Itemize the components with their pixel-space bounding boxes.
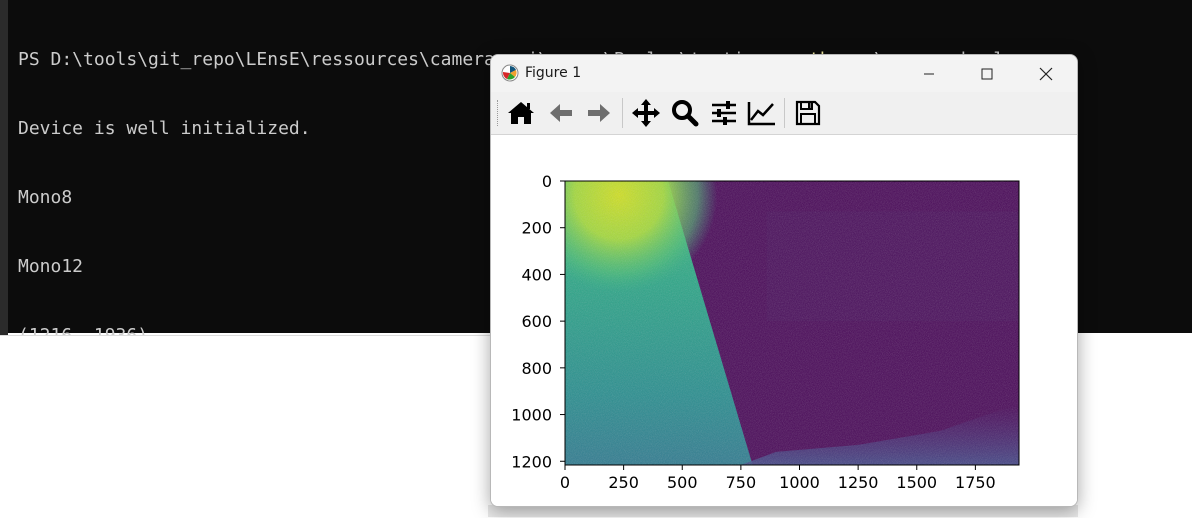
figure-canvas[interactable]: 0 250 500 750 1000 1250 1500 1750 0 200 400 600 800…	[491, 135, 1077, 506]
background-window-left	[0, 335, 490, 518]
minimize-button[interactable]	[900, 55, 958, 92]
y-tick-label: 1000	[511, 406, 552, 425]
navigation-toolbar	[491, 92, 1077, 135]
close-icon	[1039, 67, 1053, 81]
x-tick-label: 500	[667, 473, 698, 492]
home-button[interactable]	[504, 97, 538, 129]
pan-move-icon	[631, 98, 661, 128]
heatmap-chart[interactable]: 0 250 500 750 1000 1250 1500 1750 0 200 400 600 800…	[491, 135, 1077, 506]
x-tick-label: 1000	[779, 473, 820, 492]
save-button[interactable]	[791, 97, 825, 129]
y-tick-label: 400	[521, 265, 552, 284]
pan-button[interactable]	[629, 97, 663, 129]
maximize-button[interactable]	[958, 55, 1016, 92]
x-tick-label: 1750	[955, 473, 996, 492]
x-tick-label: 0	[560, 473, 570, 492]
y-tick-label: 0	[542, 172, 552, 191]
matplotlib-figure-window[interactable]: Figure 1	[490, 54, 1078, 507]
toolbar-separator	[784, 98, 785, 128]
background-strip	[0, 0, 8, 335]
edit-axis-button[interactable]	[745, 97, 779, 129]
title-bar[interactable]: Figure 1	[491, 55, 1077, 92]
forward-button[interactable]	[582, 97, 616, 129]
save-disk-icon	[795, 100, 821, 126]
toolbar-separator	[622, 98, 623, 128]
forward-arrow-icon	[586, 101, 612, 125]
configure-subplots-button[interactable]	[707, 97, 741, 129]
configure-subplots-icon	[710, 100, 738, 126]
matplotlib-app-icon	[501, 64, 519, 82]
x-tick-label: 1250	[838, 473, 879, 492]
window-title: Figure 1	[525, 65, 581, 81]
x-tick-label: 750	[726, 473, 757, 492]
x-tick-label: 250	[608, 473, 639, 492]
zoom-button[interactable]	[668, 97, 702, 129]
toolbar-grip[interactable]	[497, 100, 500, 126]
close-button[interactable]	[1017, 55, 1075, 92]
edit-axis-icon	[747, 100, 777, 126]
maximize-icon	[981, 68, 993, 80]
back-button[interactable]	[544, 97, 578, 129]
x-tick-label: 1500	[896, 473, 937, 492]
background-window-right	[1078, 335, 1192, 517]
zoom-magnifier-icon	[671, 99, 699, 127]
y-tick-label: 1200	[511, 452, 552, 471]
back-arrow-icon	[548, 101, 574, 125]
heatmap-noise	[565, 181, 1019, 465]
home-icon	[507, 100, 535, 126]
y-tick-label: 800	[521, 359, 552, 378]
y-tick-label: 200	[521, 219, 552, 238]
y-tick-label: 600	[521, 312, 552, 331]
minimize-icon	[923, 68, 935, 80]
